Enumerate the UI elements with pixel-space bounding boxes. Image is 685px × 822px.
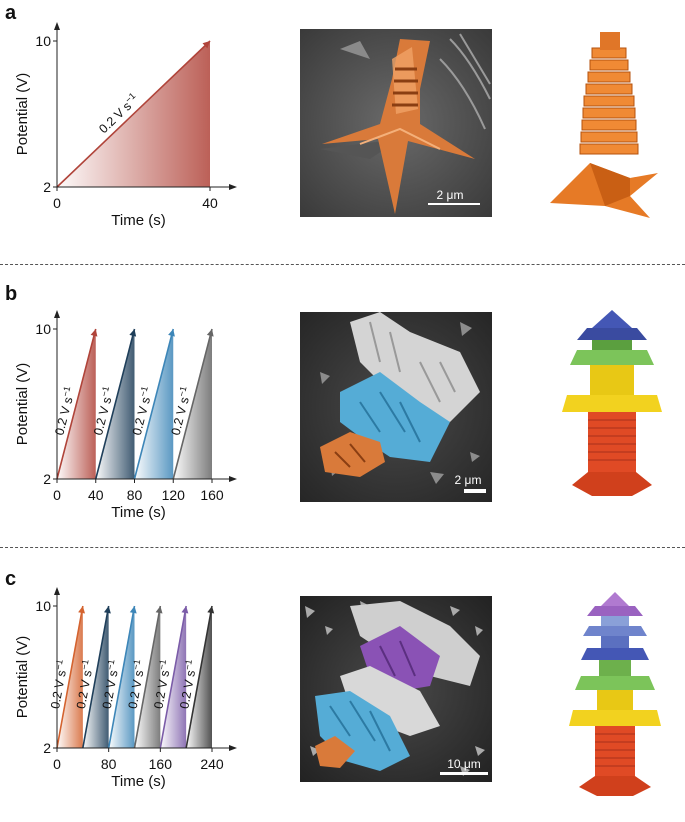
rate-label-1: 0.2 V s−1 (46, 659, 71, 710)
panel-b: b 0.2 V s−1 0.2 V s−1 0.2 V s−1 0.2 V s−1 10… (0, 275, 685, 545)
copper-crystal-segment-c (315, 736, 355, 768)
ramp-line-3 (133, 328, 175, 480)
y-axis-label: Potential (V) (14, 363, 31, 446)
panel-a: a 0.2 V s−1 10 2 0 40 Time (s) Potential (V) 2… (0, 0, 685, 255)
y-axis-label: Potential (V) (14, 73, 31, 156)
chart-c: 0.2 V s−10.2 V s−10.2 V s−10.2 V s−10.2 … (14, 587, 237, 790)
copper-crystal-segment (320, 432, 385, 477)
ramp-line-2 (82, 605, 110, 749)
rate-label-2: 0.2 V s−1 (72, 659, 97, 710)
ramp-line-3 (107, 605, 136, 749)
copper-spire-shape (322, 39, 475, 214)
ramp-line-1 (56, 40, 211, 188)
panel-label-a: a (5, 2, 17, 24)
sem-image-c: 10 μm (300, 596, 492, 782)
scale-bar-label-a: 2 μm (437, 188, 464, 202)
ramp-line-5 (159, 605, 187, 749)
ramp-line-1 (56, 328, 97, 480)
y-tick-label: 2 (43, 471, 51, 487)
x-axis-arrow (229, 476, 237, 482)
y-tick-label: 2 (43, 740, 51, 756)
divider-1 (0, 264, 685, 265)
ramp-line-2 (94, 328, 136, 480)
x-axis-label: Time (s) (111, 212, 165, 229)
sem-image-a: 2 μm (300, 29, 492, 217)
crystal-model-b (562, 310, 662, 496)
x-tick-label: 40 (202, 195, 218, 211)
white-crystal-middle (340, 666, 440, 736)
crystal-model-a (550, 32, 658, 218)
x-tick-label: 80 (101, 756, 117, 772)
y-tick-label: 2 (43, 179, 51, 195)
x-axis-arrow (229, 745, 237, 751)
x-tick-label: 240 (200, 756, 224, 772)
ramp-arrowhead-6 (207, 606, 215, 614)
ramp-line-4 (172, 328, 213, 480)
y-tick-label: 10 (35, 321, 51, 337)
y-axis-arrow (54, 22, 60, 30)
x-tick-label: 120 (162, 487, 186, 503)
ramp-arrowhead-2 (103, 606, 111, 614)
x-tick-label: 160 (149, 756, 173, 772)
chart-b: 0.2 V s−10.2 V s−10.2 V s−10.2 V s−11020… (14, 310, 237, 521)
y-tick-label: 10 (35, 33, 51, 49)
ramp-arrowhead-1 (90, 329, 98, 337)
ramp-arrowhead-4 (155, 606, 163, 614)
ramp-arrowhead-4 (206, 329, 214, 337)
sem-image-b: 2 μm (300, 312, 492, 502)
y-axis-arrow (54, 587, 60, 595)
x-tick-label: 160 (200, 487, 224, 503)
x-axis-arrow (229, 184, 237, 190)
scale-bar-line-c (440, 772, 488, 775)
scale-bar-line-b (464, 489, 486, 493)
scale-bar-label-c: 10 μm (447, 757, 481, 771)
x-axis-label: Time (s) (111, 504, 165, 521)
ramp-line-1 (56, 605, 84, 749)
crystal-model-c (569, 592, 661, 796)
ramp-arrowhead-5 (181, 606, 189, 614)
scale-bar-label-b: 2 μm (455, 473, 482, 487)
ramp-line-6 (185, 605, 213, 749)
ramp-arrowhead-1 (202, 41, 210, 49)
rate-label-5: 0.2 V s−1 (149, 659, 174, 710)
divider-2 (0, 547, 685, 548)
ramp-arrowhead-3 (129, 606, 137, 614)
rate-label-3: 0.2 V s−1 (98, 659, 123, 710)
y-axis-label: Potential (V) (14, 636, 31, 719)
x-tick-label: 40 (88, 487, 104, 503)
ramp-arrowhead-3 (168, 329, 175, 337)
panel-label-c: c (5, 568, 17, 590)
x-tick-label: 80 (127, 487, 143, 503)
panel-c: c 0.2 V s−1 0.2 V s−1 0.2 V s−1 0.2 V s−1 0.… (0, 560, 685, 810)
rate-label-4: 0.2 V s−1 (124, 659, 149, 710)
panel-label-b: b (5, 283, 18, 305)
x-tick-label: 0 (53, 487, 61, 503)
x-tick-label: 0 (53, 195, 61, 211)
ramp-arrowhead-1 (78, 606, 86, 614)
y-axis-arrow (54, 310, 60, 318)
ramp-line-4 (133, 605, 162, 749)
x-tick-label: 0 (53, 756, 61, 772)
white-crystal-segment (350, 312, 480, 422)
y-tick-label: 10 (35, 598, 51, 614)
ramp-arrowhead-2 (129, 329, 137, 337)
rate-label-6: 0.2 V s−1 (175, 659, 200, 710)
x-axis-label: Time (s) (111, 773, 165, 790)
scale-bar-line-a (428, 203, 480, 205)
